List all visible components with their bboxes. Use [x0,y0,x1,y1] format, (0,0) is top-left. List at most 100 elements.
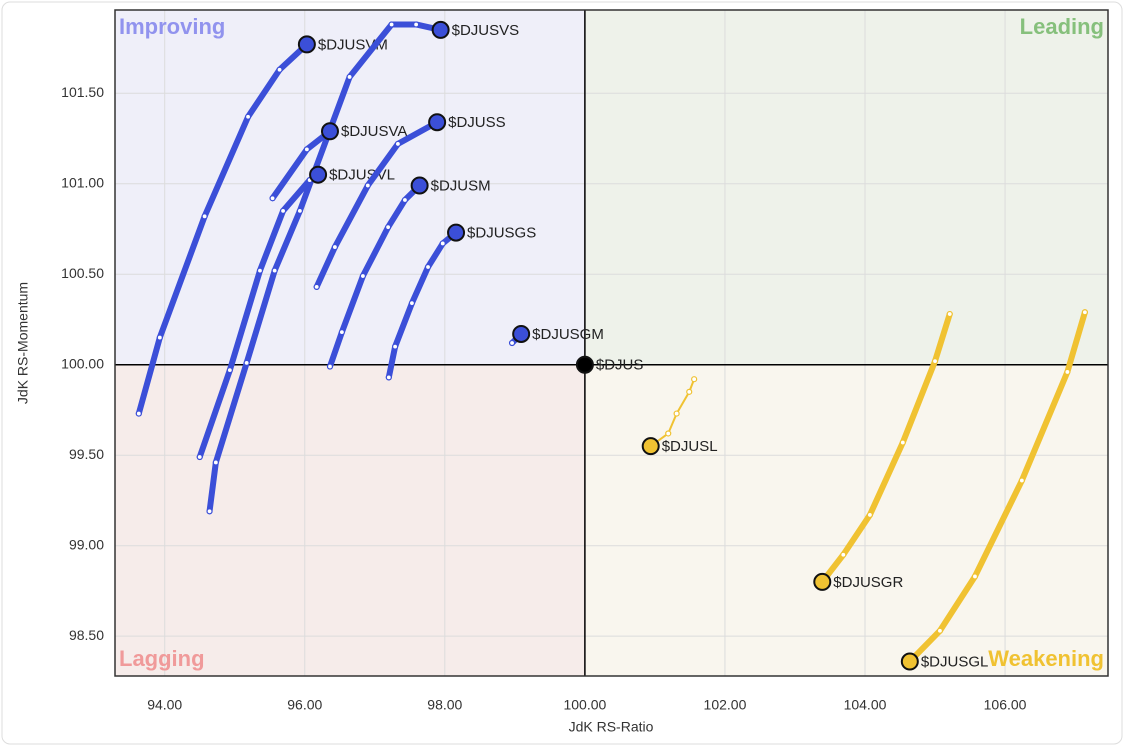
series-label: $DJUSGM [532,326,604,343]
head-point [641,437,660,456]
series-label: $DJUSGL [921,653,989,670]
trail-point [946,310,953,318]
y-tick-label: 99.00 [69,536,104,552]
trail-point [392,343,399,350]
head-point [900,652,919,671]
x-tick-label: 98.00 [427,697,462,713]
trail-point [508,339,516,347]
y-tick-label: 101.50 [61,84,104,100]
head-point [431,20,450,39]
trail-point [388,21,395,28]
y-tick-label: 100.00 [61,355,104,371]
head-point [428,113,447,132]
head-point [447,223,466,242]
quadrant-label: Improving [119,14,225,39]
trail-point [296,207,303,214]
series-label: $DJUSL [662,438,718,455]
trail-point [256,267,264,274]
y-axis-label: JdK RS-Momentum [15,282,31,404]
series-label: $DJUS [596,357,644,374]
y-tick-label: 101.00 [61,174,104,190]
trail-point [196,453,203,461]
head-point [309,165,328,184]
quadrant [584,364,1108,676]
trail-point [338,329,345,336]
x-tick-label: 106.00 [984,697,1027,713]
trail-point [243,359,250,367]
quadrant-label: Lagging [119,646,205,671]
trail-point [359,272,366,280]
x-tick-label: 96.00 [287,697,322,713]
trail-point [394,140,402,148]
trail-point [673,410,680,417]
trail [906,309,1088,665]
plot-border [114,9,1109,677]
trail-point [156,334,163,341]
head-point [410,176,429,195]
trail-point [936,627,944,634]
trail-point [439,240,446,247]
trail-point [212,459,219,466]
trail [326,182,423,370]
trail-point [385,224,392,231]
x-tick-label: 94.00 [147,697,182,713]
series-label: $DJUSM [431,178,491,195]
series-label: $DJUSS [448,114,506,131]
quadrant-label: Leading [1020,14,1104,39]
trail-point [331,243,338,251]
trail-point [206,508,213,515]
trail-point [201,213,208,220]
trail-point [313,283,320,290]
trail-point [346,73,353,81]
trail-point [1081,309,1088,316]
trail-point [665,430,672,437]
x-tick-label: 102.00 [704,697,747,713]
y-tick-label: 100.50 [61,265,104,281]
head-point [320,122,339,141]
x-axis-label: JdK RS-Ratio [569,719,654,735]
quadrant-label: Weakening [988,646,1104,671]
quadrant [115,364,585,676]
trail-point [1018,477,1025,484]
head-point [512,324,531,343]
head-point [813,572,832,591]
head-point [297,35,316,54]
series-label: $DJUSVS [452,22,520,39]
trail-point [401,196,409,204]
trail-point [840,551,847,558]
trail-point [276,66,283,73]
trail-point [691,376,698,383]
x-tick-label: 100.00 [563,697,606,713]
trail-point [303,146,310,153]
trail-point [135,410,142,417]
trail-point [424,263,432,271]
y-tick-label: 99.50 [69,446,104,462]
trail-point [385,374,392,381]
trail-point [413,21,420,28]
trail-point [326,363,334,370]
trail-point [866,511,874,519]
trail [135,41,310,417]
trail-point [931,357,939,365]
trail-point [271,267,278,274]
trail [819,311,953,585]
y-tick-label: 98.50 [69,627,104,643]
trail-point [971,573,979,580]
trail-point [226,367,233,374]
trail-point [1064,368,1071,376]
trail-point [244,113,252,120]
trail-point [899,439,906,446]
trail-point [686,388,693,395]
trail-point [269,195,276,202]
x-tick-label: 104.00 [844,697,887,713]
trail-point [364,182,371,189]
series-label: $DJUSVL [329,167,395,184]
trail-point [279,207,287,214]
series-label: $DJUSGR [833,574,903,591]
head-point [575,355,594,374]
trail-point [408,300,416,307]
series-label: $DJUSGS [467,225,536,242]
series-label: $DJUSVA [341,123,407,140]
